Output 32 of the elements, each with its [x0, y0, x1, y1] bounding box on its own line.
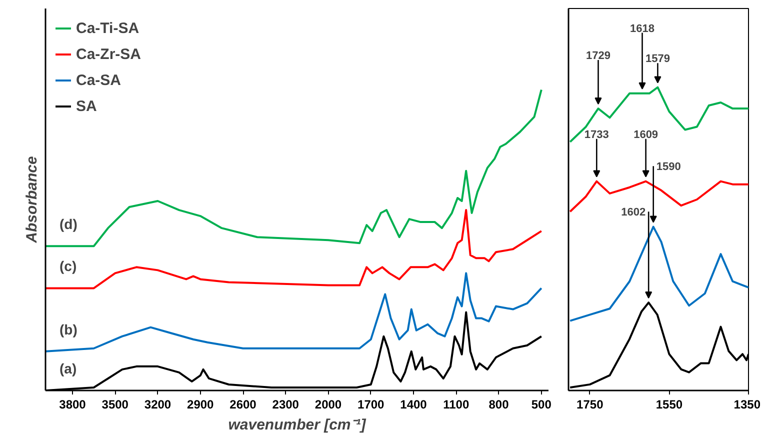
annotation: 1579: [645, 53, 670, 66]
y-axis-title: Absorbance: [24, 156, 40, 244]
x-tick-label: 2000: [314, 398, 342, 412]
x-tick-label: 2600: [230, 398, 257, 412]
x-tick-label: 500: [531, 398, 552, 412]
x-tick-label: 800: [488, 398, 510, 412]
x-tick-label: 1550: [656, 398, 683, 412]
annotation: (c): [60, 258, 77, 274]
x-axis-title: wavenumber [cm⁻¹]: [228, 416, 367, 434]
x-tick-label: 1700: [358, 398, 385, 412]
annotation: 1733: [584, 128, 609, 141]
annotation: (b): [60, 321, 78, 338]
x-tick-label: 1350: [734, 398, 761, 412]
annotation: 1609: [634, 128, 658, 141]
x-tick-label: 3200: [144, 398, 172, 412]
annotation: 1729: [586, 50, 610, 62]
legend-label: Ca-Zr-SA: [76, 46, 142, 62]
x-tick-label: 3500: [102, 398, 129, 412]
x-tick-label: 3800: [59, 398, 86, 412]
x-tick-label: 1750: [576, 398, 604, 412]
annotation: 1602: [621, 206, 646, 219]
annotation: 1618: [630, 22, 654, 35]
x-tick-label: 1400: [400, 398, 428, 412]
x-tick-label: 2300: [272, 398, 300, 412]
legend-label: Ca-SA: [76, 72, 122, 88]
annotation: 1590: [656, 161, 681, 174]
x-tick-label: 1100: [443, 398, 470, 412]
legend-label: SA: [76, 98, 97, 114]
annotation: (d): [60, 216, 78, 232]
x-tick-label: 2900: [187, 398, 214, 412]
legend-label: Ca-Ti-SA: [76, 20, 140, 36]
annotation: (a): [60, 360, 77, 376]
